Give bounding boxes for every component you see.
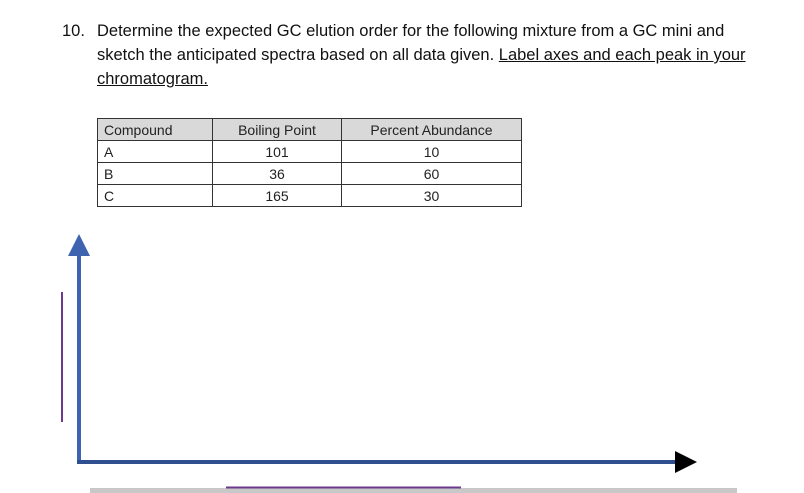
cell: C	[97, 184, 213, 207]
cell: 30	[341, 184, 522, 207]
header-cell: Compound	[97, 118, 213, 141]
header-cell: Percent Abundance	[341, 118, 522, 141]
cell: 165	[212, 184, 342, 207]
data-table: Compound Boiling Point Percent Abundance…	[97, 118, 522, 207]
question-line: chromatogram.	[97, 70, 208, 89]
x-arrow	[675, 451, 697, 473]
question-line: Determine the expected GC elution order …	[97, 22, 725, 40]
question-underlined: chromatogram.	[97, 70, 208, 88]
question-underlined: Label axes and each peak in your	[498, 46, 746, 64]
table-row: A 101 10	[97, 140, 522, 163]
question-text: sketch the anticipated spectra based on …	[97, 46, 495, 64]
table-row: C 165 30	[97, 184, 522, 207]
header-row: Compound Boiling Point Percent Abundance	[97, 118, 522, 141]
question-line: sketch the anticipated spectra based on …	[97, 46, 746, 65]
bottom-bar	[90, 488, 737, 493]
header-cell: Boiling Point	[212, 118, 342, 141]
question-number: 10.	[62, 22, 85, 40]
cell: 36	[212, 162, 342, 185]
y-arrow	[68, 234, 90, 256]
